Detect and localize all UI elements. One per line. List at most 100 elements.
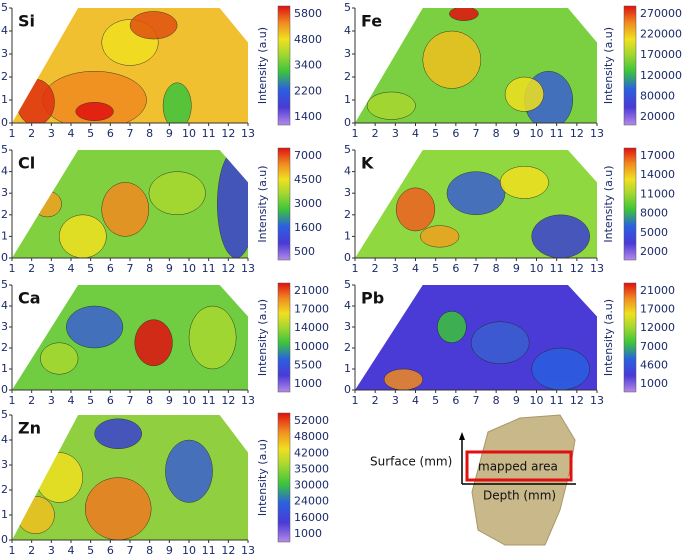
y-tick-label: 0 [344,251,351,264]
colorbar-tick-label: 220000 [640,28,682,41]
colorbar-label: Intensity (a.u) [602,27,615,104]
contour-field [12,8,248,123]
field-blob [40,342,79,375]
y-tick-label: 5 [344,143,351,156]
x-tick-label: 12 [570,394,584,407]
colorbar [277,282,291,393]
field-blob [101,182,150,237]
depth-label: Depth (mm) [483,489,556,503]
y-tick-label: 0 [1,116,8,129]
x-tick-label: 5 [87,127,94,140]
x-tick-label: 4 [68,127,75,140]
x-tick-label: 6 [452,127,459,140]
contour-panel: 1 2 3 4 5 6 7 8 9 10 11 12 13012345Si140022003400480… [1,1,322,140]
colorbar-tick-label: 2000 [640,245,668,258]
contour-panel: 1 2 3 4 5 6 7 8 9 10 11 12 13012345Pb100046007000120… [344,278,675,407]
x-tick-label: 2 [372,394,379,407]
field-blob [75,102,114,121]
x-tick-label: 2 [28,262,35,275]
x-tick-label: 6 [107,127,114,140]
colorbar-tick-label: 20000 [640,110,675,123]
x-tick-label: 1 [9,127,16,140]
y-tick-label: 2 [344,208,351,221]
x-tick-label: 3 [48,544,55,557]
x-tick-label: 10 [530,127,544,140]
x-tick-label: 5 [87,394,94,407]
colorbar-tick-label: 4500 [294,173,322,186]
y-tick-label: 4 [1,433,8,446]
y-tick-label: 1 [344,93,351,106]
x-tick-label: 11 [550,262,564,275]
x-tick-label: 8 [493,127,500,140]
x-tick-label: 8 [493,262,500,275]
y-tick-label: 4 [1,165,8,178]
x-tick-label: 6 [107,394,114,407]
panel-title: Zn [18,419,41,438]
colorbar-tick-label: 11000 [640,187,675,200]
y-tick-label: 5 [1,278,8,291]
panel-title: Ca [18,289,41,308]
panel-title: Fe [361,12,382,31]
x-tick-label: 12 [570,127,584,140]
field-blob [162,82,192,123]
field-blob [383,368,424,390]
y-tick-label: 2 [1,341,8,354]
contour-field [355,8,597,123]
y-tick-label: 4 [1,24,8,37]
x-tick-label: 9 [166,394,173,407]
x-tick-label: 7 [127,394,134,407]
colorbar-tick-label: 80000 [640,89,675,102]
x-tick-label: 7 [473,394,480,407]
colorbar-tick-label: 5000 [640,226,668,239]
colorbar [623,5,637,126]
field-blob [66,305,124,349]
field-blob [58,214,107,258]
y-tick-label: 4 [344,165,351,178]
colorbar [623,282,637,393]
x-tick-label: 12 [570,262,584,275]
colorbar-tick-label: 270000 [640,7,682,20]
arrow-head [459,432,465,440]
colorbar-tick-label: 1000 [640,377,668,390]
x-tick-label: 10 [530,394,544,407]
contour-field [355,150,597,258]
colorbar-tick-label: 1400 [294,110,322,123]
x-tick-label: 3 [392,394,399,407]
colorbar [277,5,291,126]
x-tick-label: 9 [513,394,520,407]
x-tick-label: 4 [68,544,75,557]
x-tick-label: 4 [68,394,75,407]
x-tick-label: 12 [221,262,235,275]
colorbar-tick-label: 8000 [640,207,668,220]
x-tick-label: 9 [513,262,520,275]
field-blob [420,225,460,248]
contour-field [12,285,248,390]
x-tick-label: 10 [182,544,196,557]
y-tick-label: 4 [344,24,351,37]
y-tick-label: 1 [1,93,8,106]
x-tick-label: 7 [127,127,134,140]
x-tick-label: 11 [550,127,564,140]
x-tick-label: 11 [550,394,564,407]
x-tick-label: 7 [473,127,480,140]
colorbar-tick-label: 3400 [294,59,322,72]
y-tick-label: 1 [1,362,8,375]
y-tick-label: 2 [1,70,8,83]
field-blob [35,452,84,503]
colorbar-tick-label: 120000 [640,69,682,82]
x-tick-label: 5 [87,544,94,557]
colorbar-label: Intensity (a.u) [256,165,269,242]
x-tick-label: 6 [452,262,459,275]
y-tick-label: 2 [344,341,351,354]
field-blob [188,305,237,370]
x-tick-label: 6 [107,544,114,557]
colorbar-tick-label: 5800 [294,7,322,20]
colorbar-tick-label: 14000 [640,168,675,181]
y-tick-label: 5 [1,143,8,156]
x-tick-label: 9 [513,127,520,140]
contour-panel: 1 2 3 4 5 6 7 8 9 10 11 12 13012345Ca100055001000014… [1,278,329,407]
x-tick-label: 8 [493,394,500,407]
field-blob [449,8,479,21]
contour-panel: 1 2 3 4 5 6 7 8 9 10 11 12 13012345Zn100016000240003… [1,408,329,557]
